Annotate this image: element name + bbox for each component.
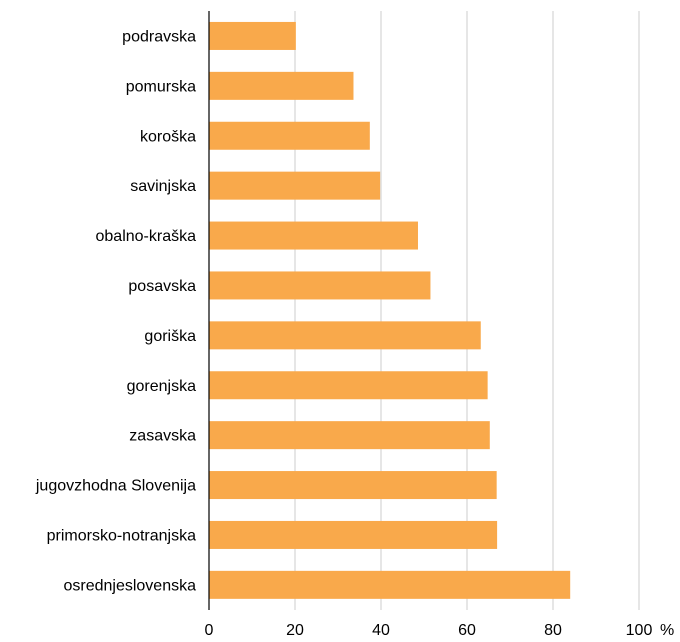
category-label-5: posavska bbox=[128, 278, 196, 295]
x-tick-label-20: 20 bbox=[286, 622, 304, 637]
category-label-11: osrednjeslovenska bbox=[63, 577, 196, 594]
x-tick-label-80: 80 bbox=[544, 622, 562, 637]
x-tick-label-100: 100 bbox=[626, 622, 653, 637]
bar-7 bbox=[209, 371, 488, 400]
x-tick-labels: 0 20 40 60 80 100 bbox=[205, 622, 653, 639]
bar-11 bbox=[209, 570, 571, 599]
bar-5 bbox=[209, 271, 431, 300]
bar-0 bbox=[209, 21, 296, 50]
bar-1 bbox=[209, 71, 354, 100]
category-label-9: jugovzhodna Slovenija bbox=[35, 478, 196, 495]
category-label-6: goriška bbox=[144, 328, 196, 345]
bar-9 bbox=[209, 471, 497, 500]
bar-3 bbox=[209, 171, 381, 200]
category-label-2: koroška bbox=[140, 128, 196, 145]
bars bbox=[209, 21, 571, 599]
x-unit-label: % bbox=[660, 622, 674, 637]
bar-2 bbox=[209, 121, 370, 150]
category-label-8: zasavska bbox=[129, 428, 196, 445]
x-tick-label-0: 0 bbox=[205, 622, 214, 637]
x-tick-label-40: 40 bbox=[372, 622, 390, 637]
x-tick-label-60: 60 bbox=[458, 622, 476, 637]
category-label-10: primorsko-notranjska bbox=[47, 527, 196, 544]
category-labels: podravska pomurska koroška savinjska obalno-… bbox=[35, 28, 196, 594]
category-label-3: savinjska bbox=[130, 178, 196, 195]
gridlines bbox=[294, 11, 640, 610]
category-label-0: podravska bbox=[122, 28, 196, 45]
category-label-7: gorenjska bbox=[127, 378, 196, 395]
category-label-4: obalno-kraška bbox=[96, 228, 197, 245]
bar-8 bbox=[209, 421, 490, 450]
bar-10 bbox=[209, 520, 498, 549]
category-label-1: pomurska bbox=[126, 78, 196, 95]
bar-6 bbox=[209, 321, 481, 350]
bar-4 bbox=[209, 221, 418, 250]
